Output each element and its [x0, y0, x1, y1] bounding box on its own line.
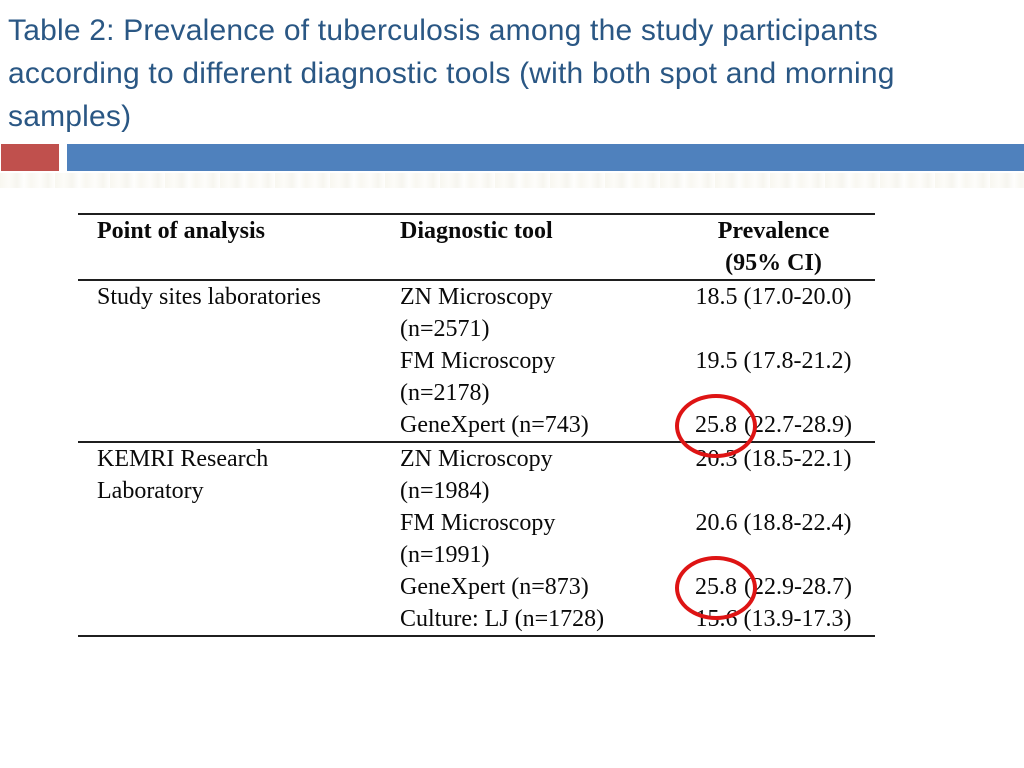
prevalence-table: Point of analysis Diagnostic tool Preval… [78, 213, 875, 637]
tool-line: Culture: LJ (n=1728) [400, 606, 605, 632]
header-prevalence-line-1: Prevalence [717, 218, 830, 244]
table-header-row: Point of analysis Diagnostic tool Preval… [78, 215, 875, 281]
red-circle-annotation: 25.8 [675, 556, 757, 620]
tool-line: GeneXpert (n=873) [400, 574, 589, 600]
prevalence-value: 20.6 (18.8-22.4) [695, 510, 852, 536]
site-label: Study sites laboratories [97, 284, 321, 310]
spacer-line [672, 475, 875, 507]
watermark-artifact-strip [0, 173, 1024, 188]
site-label: KEMRI Research [97, 446, 269, 472]
tool-line: GeneXpert (n=743) [400, 412, 589, 438]
tool-line: (n=1984) [400, 478, 490, 504]
slide-title-line-3: samples) [8, 100, 132, 133]
table-group-kemri: KEMRI Research Laboratory ZN Microscopy … [78, 443, 875, 635]
tool-line: FM Microscopy [400, 510, 556, 536]
header-prevalence: Prevalence (95% CI) [672, 215, 875, 279]
tool-line: ZN Microscopy [400, 446, 553, 472]
prevalence-value-annotated: 25.8 (22.9-28.7) [672, 556, 875, 620]
prevalence-value: 19.5 (17.8-21.2) [695, 348, 852, 374]
tool-line: FM Microscopy [400, 348, 556, 374]
table-group-study-sites: Study sites laboratories ZN Microscopy (… [78, 281, 875, 458]
header-diagnostic-tool: Diagnostic tool [400, 218, 553, 244]
tool-line: (n=2178) [400, 380, 490, 406]
tool-cell-group1: ZN Microscopy (n=2571) FM Microscopy (n=… [400, 281, 672, 441]
prevalence-value-annotated: 25.8 (22.7-28.9) [672, 394, 875, 458]
prevalence-value-ci: (22.7-28.9) [744, 412, 852, 438]
value-cell-group2: 20.3 (18.5-22.1) 20.6 (18.8-22.4) 25.8 (2… [672, 443, 875, 635]
slide-title-line-2: according to different diagnostic tools … [8, 57, 895, 90]
accent-bar [67, 144, 1024, 171]
accent-square [1, 144, 59, 171]
site-cell-study-sites: Study sites laboratories [78, 281, 400, 441]
tool-line: ZN Microscopy [400, 284, 553, 310]
red-circle-annotation: 25.8 [675, 394, 757, 458]
prevalence-value-ci: (22.9-28.7) [744, 574, 852, 600]
spacer-line [672, 313, 875, 345]
header-prevalence-line-2: (95% CI) [725, 250, 822, 276]
header-point-of-analysis: Point of analysis [97, 218, 266, 244]
value-cell-group1: 18.5 (17.0-20.0) 19.5 (17.8-21.2) 25.8 (2… [672, 281, 875, 458]
tool-line: (n=1991) [400, 542, 490, 568]
site-label: Laboratory [97, 478, 204, 504]
slide-title-line-1: Table 2: Prevalence of tuberculosis amon… [8, 14, 878, 47]
tool-line: (n=2571) [400, 316, 490, 342]
site-cell-kemri: KEMRI Research Laboratory [78, 443, 400, 635]
tool-cell-group2: ZN Microscopy (n=1984) FM Microscopy (n=… [400, 443, 672, 635]
prevalence-value: 18.5 (17.0-20.0) [695, 284, 852, 310]
slide-title: Table 2: Prevalence of tuberculosis amon… [8, 9, 1018, 138]
